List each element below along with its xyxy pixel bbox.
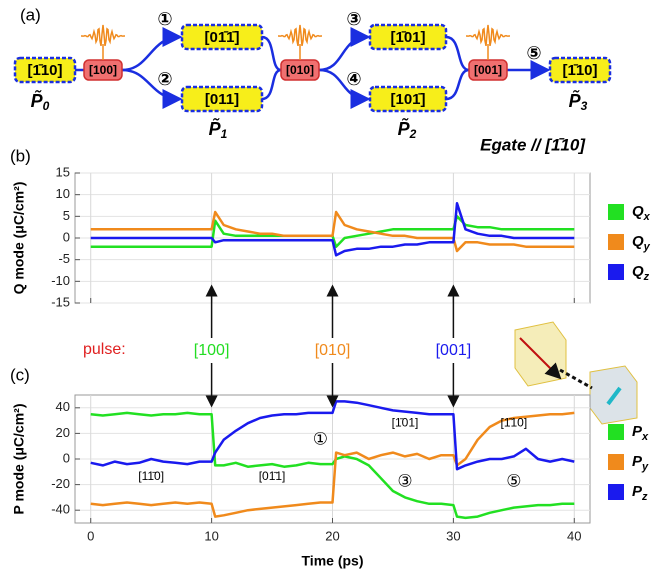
legend-swatch [608, 234, 624, 250]
pulse-wavelet [81, 24, 125, 47]
y-tick-label: -15 [51, 294, 70, 309]
legend-label: Pz [632, 483, 648, 503]
pulse-direction: [100] [194, 342, 230, 359]
state-label: [1̄10] [27, 62, 62, 79]
legend-swatch [608, 424, 624, 440]
cube-arrow [519, 337, 562, 380]
step-number: ④ [346, 69, 361, 89]
annotation: [11̄0] [138, 469, 164, 483]
step-number: ② [157, 69, 172, 89]
step-number: ⑤ [526, 43, 541, 63]
state-box [180, 85, 264, 113]
step-number: ③ [346, 9, 361, 29]
inset-cubes [514, 321, 638, 425]
legend-swatch [608, 454, 624, 470]
state-box [368, 85, 448, 113]
legend-label: Px [632, 423, 649, 443]
arrow [445, 35, 470, 72]
series-line [90, 411, 575, 518]
step-number: ① [157, 9, 172, 29]
cube-arrow [606, 386, 622, 406]
y-tick-label: -5 [58, 251, 70, 266]
diagram [75, 27, 551, 109]
panel-label: (b) [10, 146, 31, 165]
y-axis-label: P mode (μC/cm²) [11, 404, 27, 515]
y-tick-label: -40 [51, 502, 70, 517]
state-label: [1̄01] [390, 29, 425, 46]
arrow [318, 27, 371, 72]
x-tick-label: 30 [446, 528, 460, 543]
state-box [180, 23, 264, 51]
y-tick-label: 20 [56, 425, 70, 440]
pulse-wavelet [466, 24, 510, 47]
y-tick-label: 10 [56, 186, 70, 201]
x-tick-label: 20 [325, 528, 339, 543]
series-line [90, 215, 575, 248]
arrow [445, 68, 470, 101]
legend-swatch [608, 204, 624, 220]
x-tick-label: 40 [567, 528, 581, 543]
y-tick-label: 5 [63, 208, 70, 223]
legend-label: Py [632, 453, 649, 473]
arrow [121, 68, 183, 109]
pulse-direction: [001] [436, 342, 472, 359]
x-axis-label: Time (ps) [302, 553, 364, 569]
y-tick-label: -20 [51, 476, 70, 491]
annotation: ⑤ [506, 472, 521, 491]
field-label: Egate // [1̄10] [480, 135, 586, 154]
state-label: [010] [286, 63, 314, 77]
arrow [121, 27, 183, 72]
y-axis-label: Q mode (μC/cm²) [11, 182, 27, 295]
annotation: ③ [397, 472, 412, 491]
pulse-label: pulse: [83, 341, 126, 358]
arrow [318, 68, 371, 109]
annotation: [01̄1] [259, 469, 286, 483]
cube-arrow [559, 368, 593, 390]
y-tick-label: -10 [51, 273, 70, 288]
legend-swatch [608, 264, 624, 280]
state-name: P̃0 [31, 89, 50, 113]
legend-label: Qz [632, 263, 650, 283]
legend-label: Qx [632, 203, 651, 223]
state-name: P̃2 [398, 117, 417, 141]
annotation: [1̄01] [392, 415, 419, 429]
pulse-wavelet [278, 24, 322, 47]
panel-label: (c) [10, 365, 30, 384]
state-box [13, 56, 77, 84]
state-name: P̃1 [209, 117, 228, 141]
state-label: [101̄] [390, 91, 425, 108]
x-tick-label: 10 [204, 528, 218, 543]
state-label: [01̄1̄] [204, 29, 239, 46]
legend-label: Qy [632, 233, 651, 253]
annotation: ① [313, 429, 328, 448]
state-label: [001] [474, 63, 502, 77]
x-tick-label: 0 [87, 528, 94, 543]
panel-label: (a) [20, 5, 41, 24]
state-box [548, 56, 612, 84]
state-label: [011] [205, 91, 239, 108]
arrow [261, 68, 282, 101]
series-line [90, 202, 575, 257]
state-label: [1̄10] [562, 62, 597, 79]
annotation: [1̄10] [500, 415, 527, 429]
state-box [368, 23, 448, 51]
y-tick-label: 40 [56, 399, 70, 414]
y-tick-label: 15 [56, 164, 70, 179]
state-name: P̃3 [569, 89, 588, 113]
arrow [261, 35, 282, 72]
y-tick-label: 0 [63, 450, 70, 465]
legend-swatch [608, 484, 624, 500]
state-label: [100] [89, 63, 117, 77]
series-line [90, 210, 575, 253]
pulse-direction: [010] [315, 342, 351, 359]
y-tick-label: 0 [63, 229, 70, 244]
